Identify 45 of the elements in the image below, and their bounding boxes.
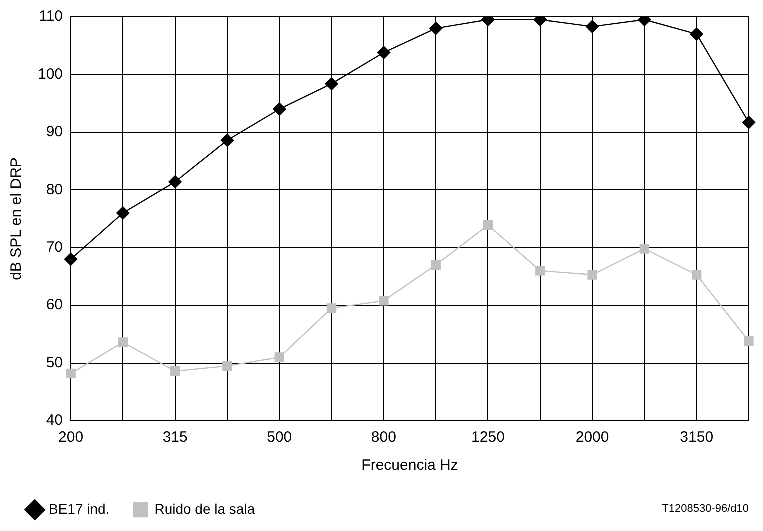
- x-axis-title: Frecuencia Hz: [362, 457, 458, 474]
- y-tick-label: 110: [39, 8, 64, 26]
- point: [274, 352, 284, 362]
- x-tick-label: 800: [371, 429, 396, 446]
- point: [742, 116, 756, 130]
- point: [536, 266, 546, 276]
- point: [170, 366, 180, 376]
- x-tick-label: 500: [267, 429, 292, 446]
- point: [586, 20, 600, 34]
- y-tick-label: 60: [46, 296, 64, 314]
- x-tick-label: 1250: [472, 429, 505, 446]
- y-tick-label: 50: [46, 354, 64, 372]
- point: [431, 260, 441, 270]
- point: [168, 175, 182, 189]
- point: [483, 220, 494, 230]
- point: [220, 134, 234, 148]
- point: [588, 270, 598, 280]
- point: [116, 206, 130, 220]
- y-tick-label: 90: [46, 124, 64, 141]
- point: [640, 244, 650, 254]
- point: [379, 296, 389, 306]
- point: [64, 252, 78, 266]
- point: [429, 22, 443, 36]
- point: [66, 368, 76, 379]
- y-tick-label: 70: [46, 239, 64, 256]
- y-tick-label: 80: [46, 181, 64, 198]
- x-tick-label: 2000: [576, 429, 610, 446]
- point: [222, 361, 232, 372]
- x-tick-label: 3150: [680, 429, 714, 446]
- point: [690, 28, 704, 41]
- legend-label: BE17 ind.: [49, 500, 110, 517]
- text: T1208530-96/d10: [662, 503, 749, 516]
- legend-label: Ruido de la sala: [154, 500, 256, 517]
- point: [326, 304, 337, 314]
- point: [118, 338, 128, 348]
- y-axis-title: dB SPL en el DRP: [8, 158, 26, 280]
- x-tick-label: 200: [58, 429, 84, 446]
- point: [377, 46, 391, 60]
- point: [325, 77, 338, 91]
- x-tick-label: 315: [162, 429, 188, 446]
- point: [744, 336, 754, 346]
- point: [273, 102, 286, 116]
- y-tick-label: 40: [46, 412, 64, 430]
- point: [692, 270, 702, 280]
- y-tick-label: 100: [38, 66, 64, 83]
